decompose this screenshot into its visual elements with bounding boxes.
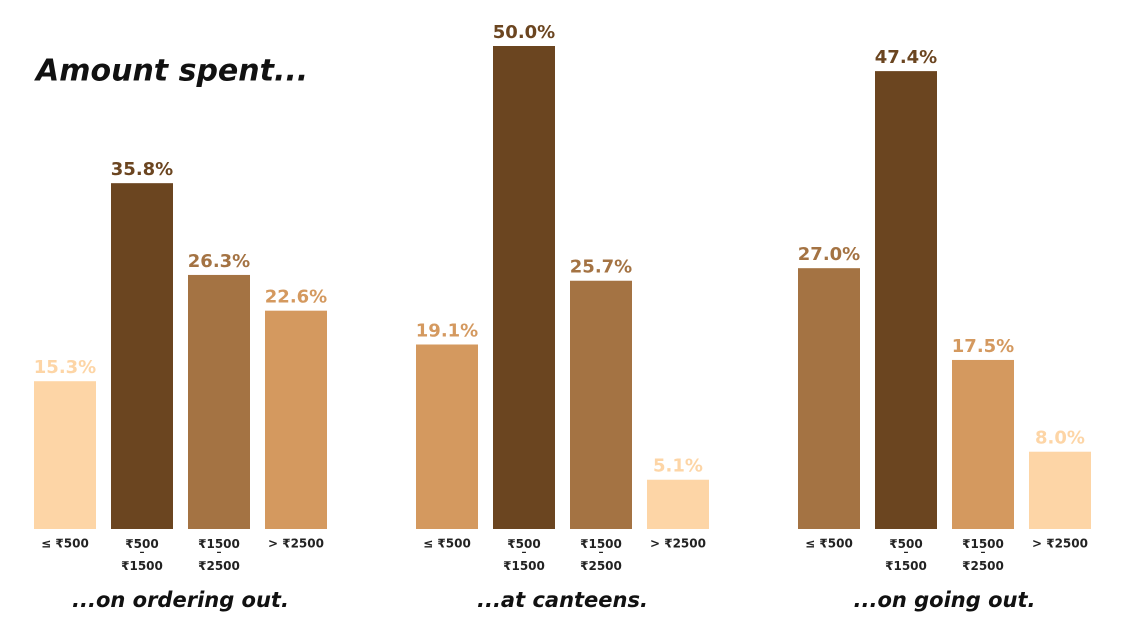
value-label: 26.3% bbox=[188, 251, 250, 272]
x-tick-label: > ₹2500 bbox=[650, 537, 706, 551]
bar bbox=[952, 359, 1014, 529]
bar bbox=[875, 71, 937, 529]
bar bbox=[416, 344, 478, 529]
bar bbox=[1029, 451, 1091, 529]
bar bbox=[647, 479, 709, 529]
x-tick-label: > ₹2500 bbox=[1032, 537, 1088, 551]
value-label: 22.6% bbox=[265, 287, 327, 308]
x-tick-label: > ₹2500 bbox=[268, 537, 324, 551]
value-label: 17.5% bbox=[952, 336, 1014, 357]
chart-caption: ...at canteens. bbox=[477, 588, 648, 612]
x-tick-label: ₹1500– ₹2500 bbox=[962, 537, 1004, 573]
chart-caption: ...on ordering out. bbox=[72, 588, 289, 612]
value-label: 25.7% bbox=[570, 257, 632, 278]
bar bbox=[798, 268, 860, 529]
bar bbox=[34, 381, 96, 529]
x-tick-label: ₹1500– ₹2500 bbox=[198, 537, 240, 573]
value-label: 19.1% bbox=[416, 320, 478, 341]
bar bbox=[493, 46, 555, 529]
page-title: Amount spent... bbox=[34, 54, 308, 89]
x-tick-label: ≤ ₹500 bbox=[423, 537, 471, 551]
bar bbox=[570, 280, 632, 529]
x-tick-label: ₹500– ₹1500 bbox=[121, 537, 163, 573]
x-tick-label: ₹500– ₹1500 bbox=[885, 537, 927, 573]
value-label: 15.3% bbox=[34, 357, 96, 378]
value-label: 27.0% bbox=[798, 244, 860, 265]
value-label: 50.0% bbox=[493, 22, 555, 43]
bar bbox=[111, 183, 173, 529]
bar bbox=[188, 274, 250, 529]
value-label: 5.1% bbox=[653, 456, 703, 477]
value-label: 8.0% bbox=[1035, 428, 1085, 449]
x-tick-label: ₹500– ₹1500 bbox=[503, 537, 545, 573]
value-label: 35.8% bbox=[111, 159, 173, 180]
value-label: 47.4% bbox=[875, 47, 937, 68]
x-tick-label: ≤ ₹500 bbox=[41, 537, 89, 551]
bar bbox=[265, 310, 327, 529]
x-tick-label: ₹1500– ₹2500 bbox=[580, 537, 622, 573]
x-tick-label: ≤ ₹500 bbox=[805, 537, 853, 551]
chart-caption: ...on going out. bbox=[854, 588, 1036, 612]
